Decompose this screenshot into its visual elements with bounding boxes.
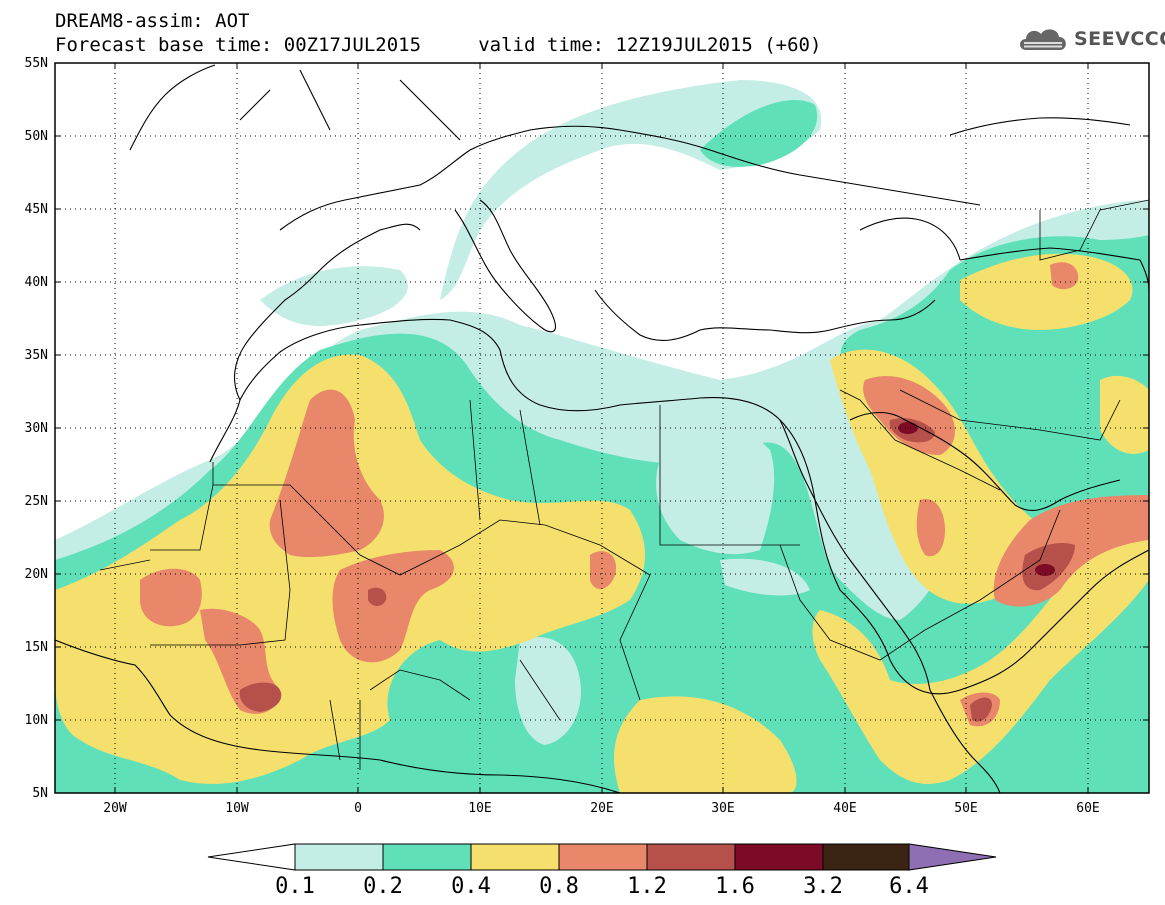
aot-band-0.1-0.2-patch <box>515 416 810 745</box>
lon-labels: 20W 10W 0 10E 20E 30E 40E 50E 60E <box>103 801 1099 816</box>
lat-label: 45N <box>25 202 48 217</box>
grid-lines <box>55 63 1149 793</box>
aot-band-1.6-3.2 <box>898 422 1055 576</box>
colorbar-swatch <box>294 843 384 871</box>
lat-label: 15N <box>25 640 48 655</box>
colorbar-left-arrow <box>207 843 296 871</box>
colorbar-label: 1.2 <box>627 874 667 899</box>
lon-label: 20W <box>103 801 127 816</box>
lat-labels: 5N 10N 15N 20N 25N 30N 35N 40N 45N 50N 5… <box>25 56 48 801</box>
colorbar-swatch <box>822 843 910 871</box>
colorbar-label: 1.6 <box>715 874 755 899</box>
colorbar-swatch <box>470 843 560 871</box>
title-line-1: DREAM8-assim: AOT <box>55 10 250 32</box>
colorbar-label: 3.2 <box>803 874 843 899</box>
country-borders <box>99 199 1149 770</box>
colorbar-label: 0.4 <box>451 874 491 899</box>
lon-label: 60E <box>1076 801 1099 816</box>
colorbar-label: 0.1 <box>275 874 315 899</box>
colorbar-label: 6.4 <box>889 874 929 899</box>
colorbar-right-arrow <box>908 843 997 871</box>
logo-text: SEEVCCC <box>1074 28 1165 50</box>
colorbar-label: 0.2 <box>363 874 403 899</box>
colorbar-swatch <box>558 843 648 871</box>
colorbar-swatch <box>734 843 824 871</box>
lat-label: 35N <box>25 348 48 363</box>
lon-label: 10E <box>468 801 491 816</box>
axis-ticks <box>55 62 1149 794</box>
seevccc-logo: SEEVCCC <box>1016 22 1165 56</box>
lat-label: 25N <box>25 494 48 509</box>
coastlines <box>55 64 1149 793</box>
lon-label: 20E <box>590 801 613 816</box>
colorbar-swatch <box>646 843 736 871</box>
lon-label: 30E <box>711 801 734 816</box>
lat-label: 10N <box>25 713 48 728</box>
colorbar-label: 0.8 <box>539 874 579 899</box>
aot-field <box>55 63 1149 793</box>
lat-label: 20N <box>25 567 48 582</box>
lat-label: 5N <box>32 786 48 801</box>
lon-label: 10W <box>225 801 249 816</box>
title-line-2: Forecast base time: 00Z17JUL2015 valid t… <box>55 34 822 56</box>
lon-label: 50E <box>954 801 977 816</box>
lat-label: 40N <box>25 275 48 290</box>
lat-label: 55N <box>25 56 48 71</box>
colorbar-labels: 0.1 0.2 0.4 0.8 1.2 1.6 3.2 6.4 <box>275 874 929 899</box>
colorbar <box>207 843 997 871</box>
lon-label: 40E <box>833 801 856 816</box>
lon-label: 0 <box>354 801 362 816</box>
cloud-icon <box>1020 29 1066 50</box>
colorbar-swatch <box>382 843 472 871</box>
lat-label: 50N <box>25 129 48 144</box>
lat-label: 30N <box>25 421 48 436</box>
